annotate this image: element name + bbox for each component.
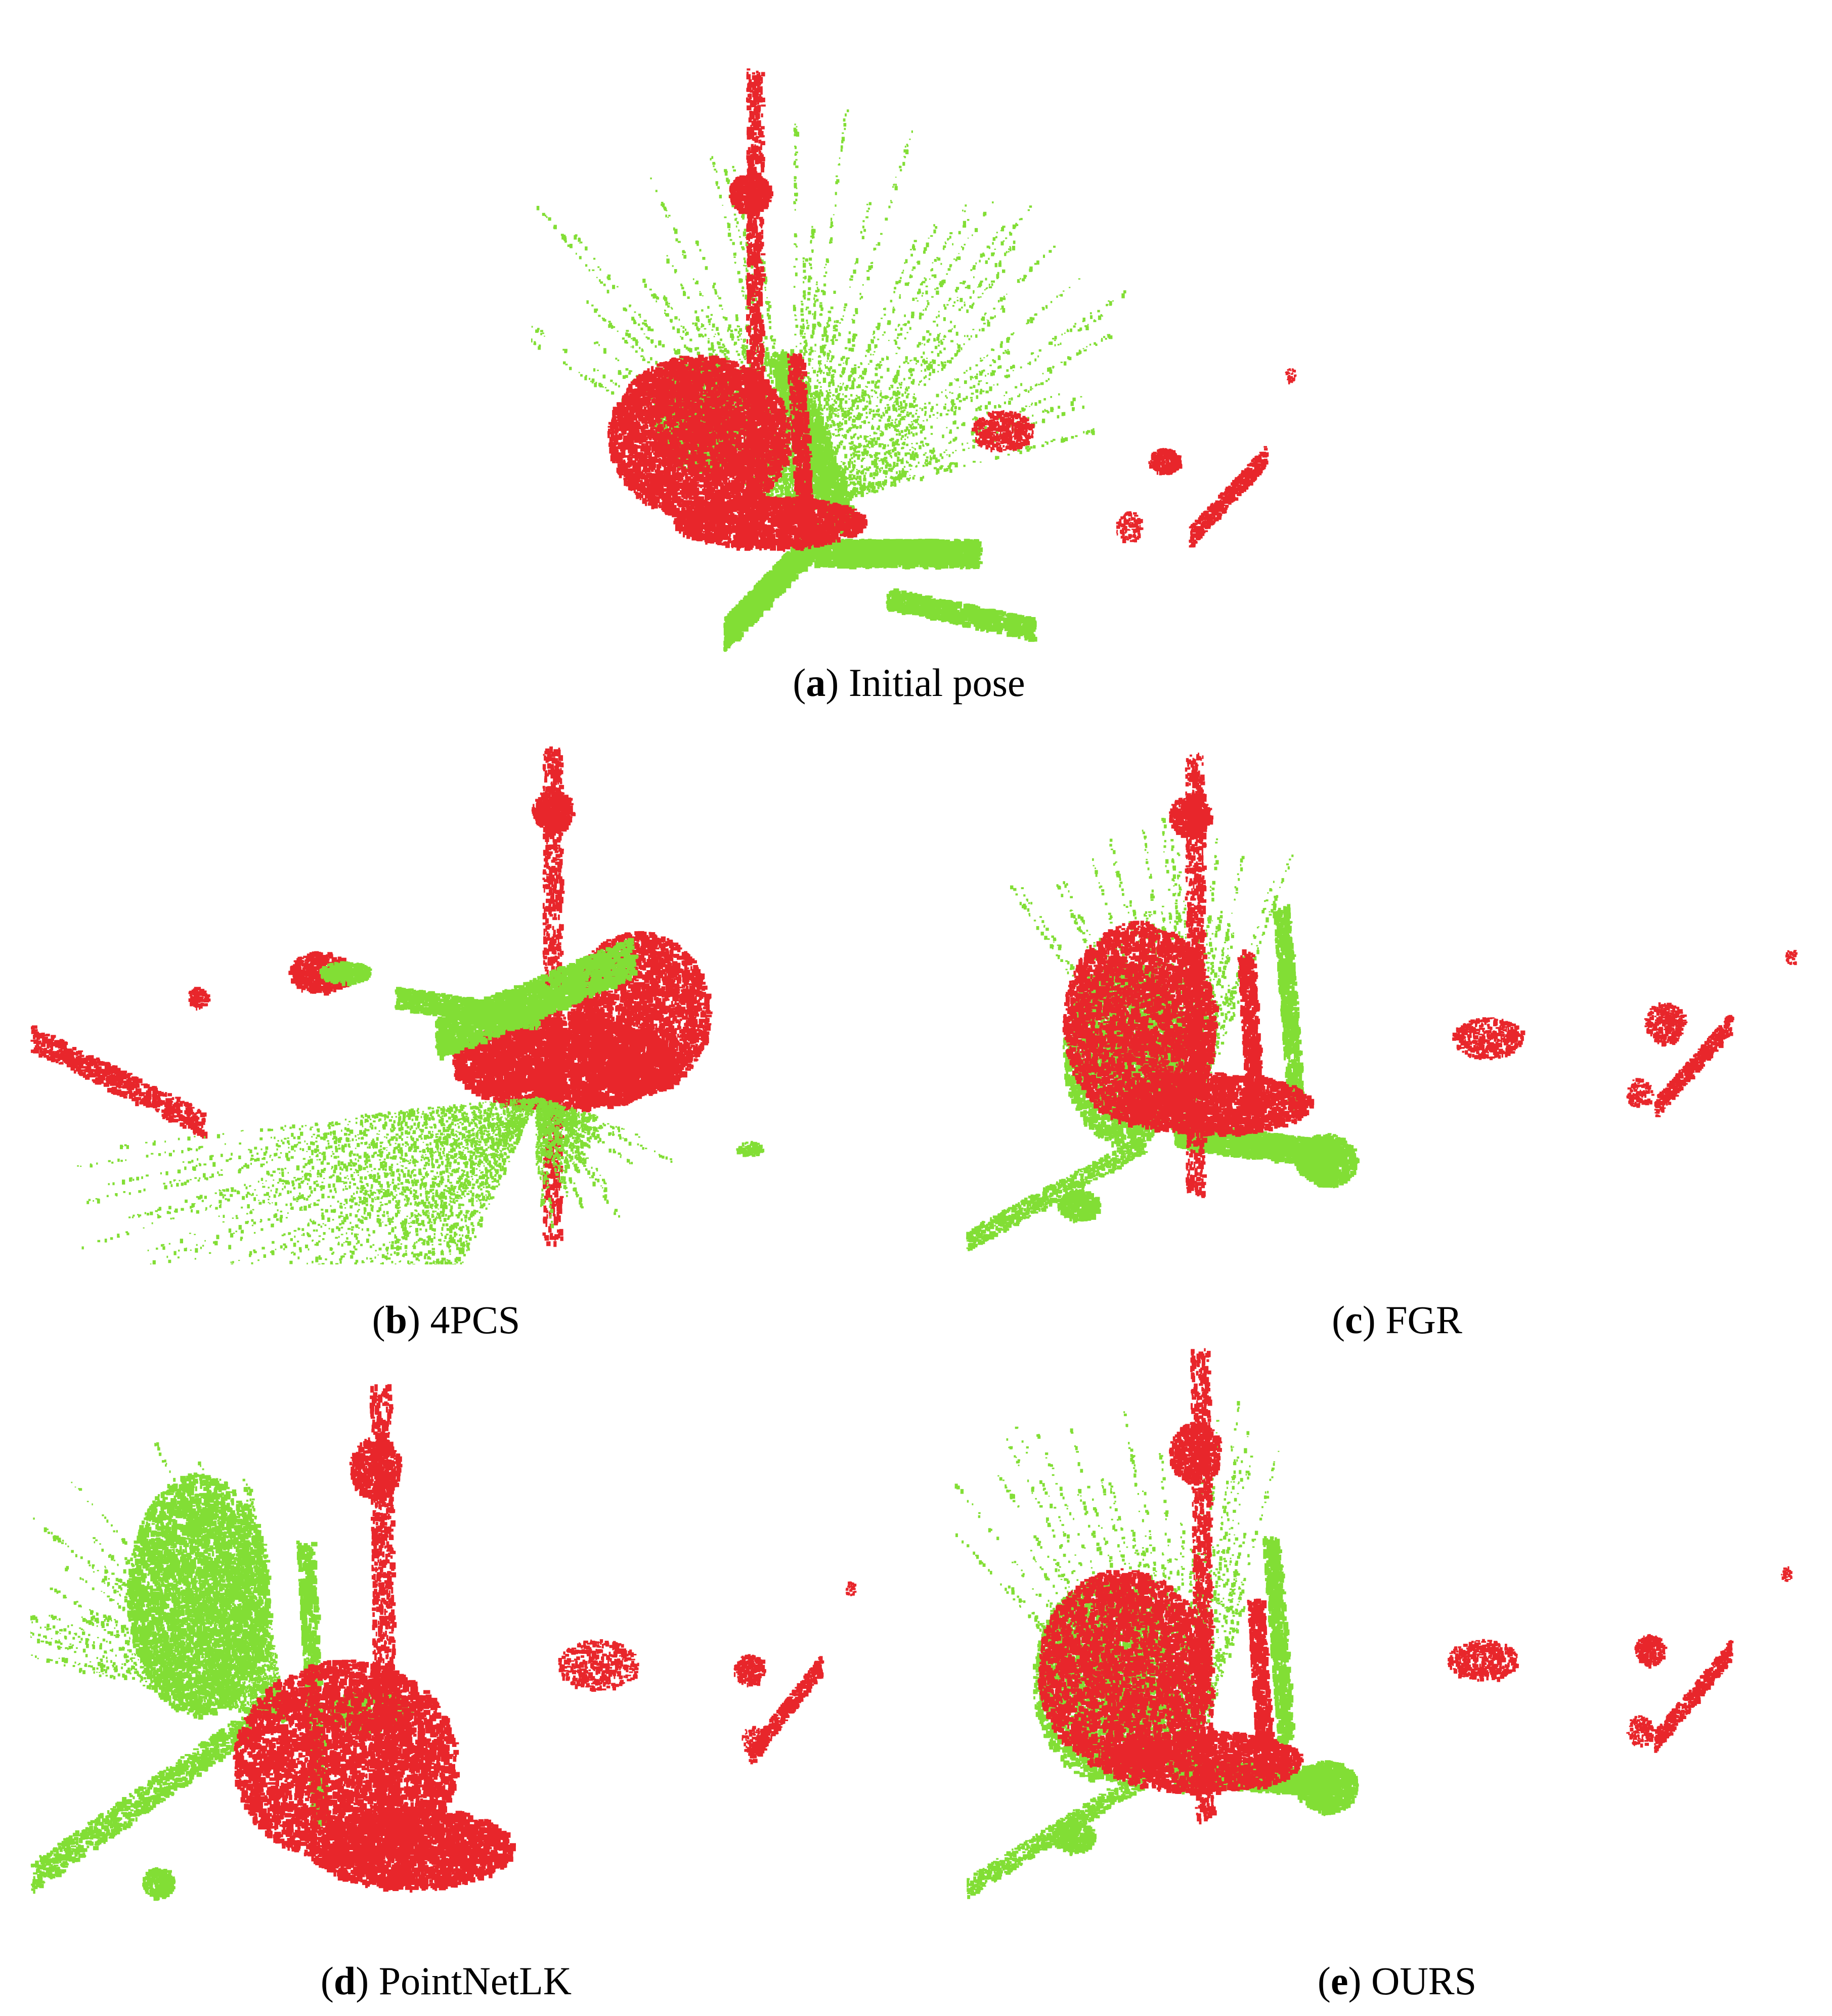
caption-a-label: a [806, 661, 826, 705]
point-cloud-e [954, 1348, 1793, 1899]
source-points [607, 68, 1297, 552]
target-points [77, 938, 765, 1264]
caption-e-title: OURS [1371, 1959, 1477, 2003]
point-cloud-c [966, 753, 1798, 1251]
caption-b-label: b [385, 1298, 408, 1342]
caption-d: (d) PointNetLK [320, 1959, 572, 2003]
panel-a [531, 40, 1315, 668]
panel-e [931, 1335, 1811, 1912]
panel-d [30, 1366, 890, 1912]
caption-b: (b) 4PCS [372, 1298, 520, 1342]
caption-c-title: FGR [1385, 1298, 1462, 1342]
caption-e-label: e [1330, 1959, 1348, 2003]
source-points [233, 1384, 857, 1893]
caption-a: (a) Initial pose [793, 661, 1025, 705]
caption-e: (e) OURS [1317, 1959, 1477, 2003]
panel-b [30, 733, 799, 1264]
panel-c [931, 738, 1811, 1275]
target-points [531, 109, 1126, 652]
caption-c-label: c [1345, 1298, 1363, 1342]
caption-b-title: 4PCS [430, 1298, 520, 1342]
caption-c: (c) FGR [1332, 1298, 1462, 1342]
point-cloud-d [30, 1384, 857, 1901]
source-points [1037, 1348, 1793, 1825]
caption-a-title: Initial pose [848, 661, 1025, 705]
point-cloud-b [30, 746, 765, 1264]
source-points [30, 746, 713, 1247]
source-points [1062, 753, 1798, 1198]
point-cloud-a [531, 68, 1297, 652]
caption-d-title: PointNetLK [378, 1959, 572, 2003]
caption-d-label: d [333, 1959, 356, 2003]
